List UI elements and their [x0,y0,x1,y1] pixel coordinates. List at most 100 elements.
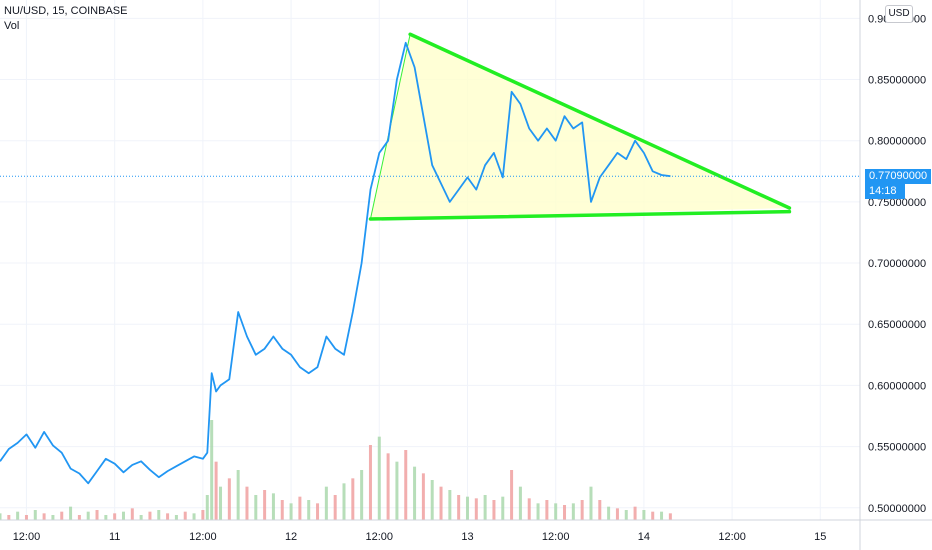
price-line [0,41,671,485]
y-tick-label: 0.55000000 [868,442,926,454]
volume-bar [201,510,205,520]
volume-bar [69,506,73,520]
volume-bar [651,511,655,520]
volume-bar [271,493,275,520]
volume-bar [16,511,20,520]
x-tick-label: 14 [638,531,650,543]
triangle-fill [370,34,790,220]
y-tick-label: 0.60000000 [868,380,926,392]
volume-bar [60,511,64,520]
triangle-layer [368,32,792,221]
volume-bar [183,511,187,520]
volume-bar [607,506,611,520]
volume-bar [254,495,258,520]
volume-bar [210,420,214,520]
volume-bar [157,510,161,520]
volume-bar [148,511,152,520]
volume-bar [571,503,575,520]
volume-bar [42,513,46,520]
y-tick-label: 0.80000000 [868,136,926,148]
volume-bar [465,496,469,520]
volume-bar [430,480,434,520]
volume-bar [668,513,672,520]
x-tick-label: 11 [109,531,120,543]
volume-bar [501,496,505,520]
volume-bar [598,500,602,520]
volume-bar [554,503,558,520]
volume-bar [527,498,531,520]
y-tick-label: 0.65000000 [868,319,926,331]
volume-bar [192,513,196,520]
volume-bar [77,515,81,520]
volume-bar [580,500,584,520]
volume-bar [563,505,567,520]
volume-bar [324,486,328,520]
y-tick-label: 0.50000000 [868,503,926,515]
volume-bar [360,470,364,520]
volume-bar [351,478,355,520]
volume-bar [86,511,90,520]
volume-bar [139,515,143,520]
volume-bar [174,515,178,520]
volume-bar [289,503,293,520]
volume-bar [342,483,346,520]
volume-bar [95,510,99,520]
volume-bar [413,466,417,520]
volume-bar [245,486,249,520]
volume-bar [280,500,284,520]
volume-bar [589,486,593,520]
currency-button[interactable]: USD [885,5,913,23]
volume-bar [33,510,37,520]
x-tick-label: 12:00 [366,531,394,543]
grid-layer [0,0,860,520]
x-tick-label: 12:00 [542,531,570,543]
volume-bar [227,478,231,520]
y-tick-label: 0.70000000 [868,258,926,270]
volume-bar [205,495,209,520]
volume-bar [545,500,549,520]
volume-bar [624,510,628,520]
triangle-upper-trendline [408,32,792,210]
volume-bar [633,506,637,520]
volume-bar [104,515,108,520]
volume-bar [642,510,646,520]
volume-bar [510,470,514,520]
volume-bar [263,490,267,520]
volume-bar [113,513,117,520]
triangle-lower-trendline [368,209,792,221]
x-tick-label: 13 [461,531,473,543]
volume-indicator-label[interactable]: Vol [4,20,20,32]
volume-bar [298,496,302,520]
volume-bar [236,470,240,520]
volume-bar [130,508,134,520]
volume-bar [377,436,381,520]
volume-bar [368,445,372,520]
volume-bar [404,450,408,520]
volume-bar [395,461,399,520]
volume-bar [615,508,619,520]
volume-bar [7,515,11,520]
volume-bar [386,453,390,520]
bar-countdown-label: 14:18 [865,183,905,199]
volume-bar [439,486,443,520]
volume-bar [333,495,337,520]
volume-bar [316,503,320,520]
symbol-title: NU/USD, 15, COINBASE [4,5,128,17]
volume-bar [219,486,223,520]
volume-bar [166,513,170,520]
volume-bar [536,503,540,520]
volume-bar [0,513,2,520]
volume-bar [24,515,28,520]
x-tick-label: 15 [814,531,826,543]
volume-bar [660,511,664,520]
volume-bar [121,511,125,520]
volume-bar [448,490,452,520]
volume-layer [0,420,672,520]
volume-bar [214,461,218,520]
line-layer [0,41,860,485]
volume-bar [457,495,461,520]
volume-bar [492,500,496,520]
volume-bar [421,473,425,520]
